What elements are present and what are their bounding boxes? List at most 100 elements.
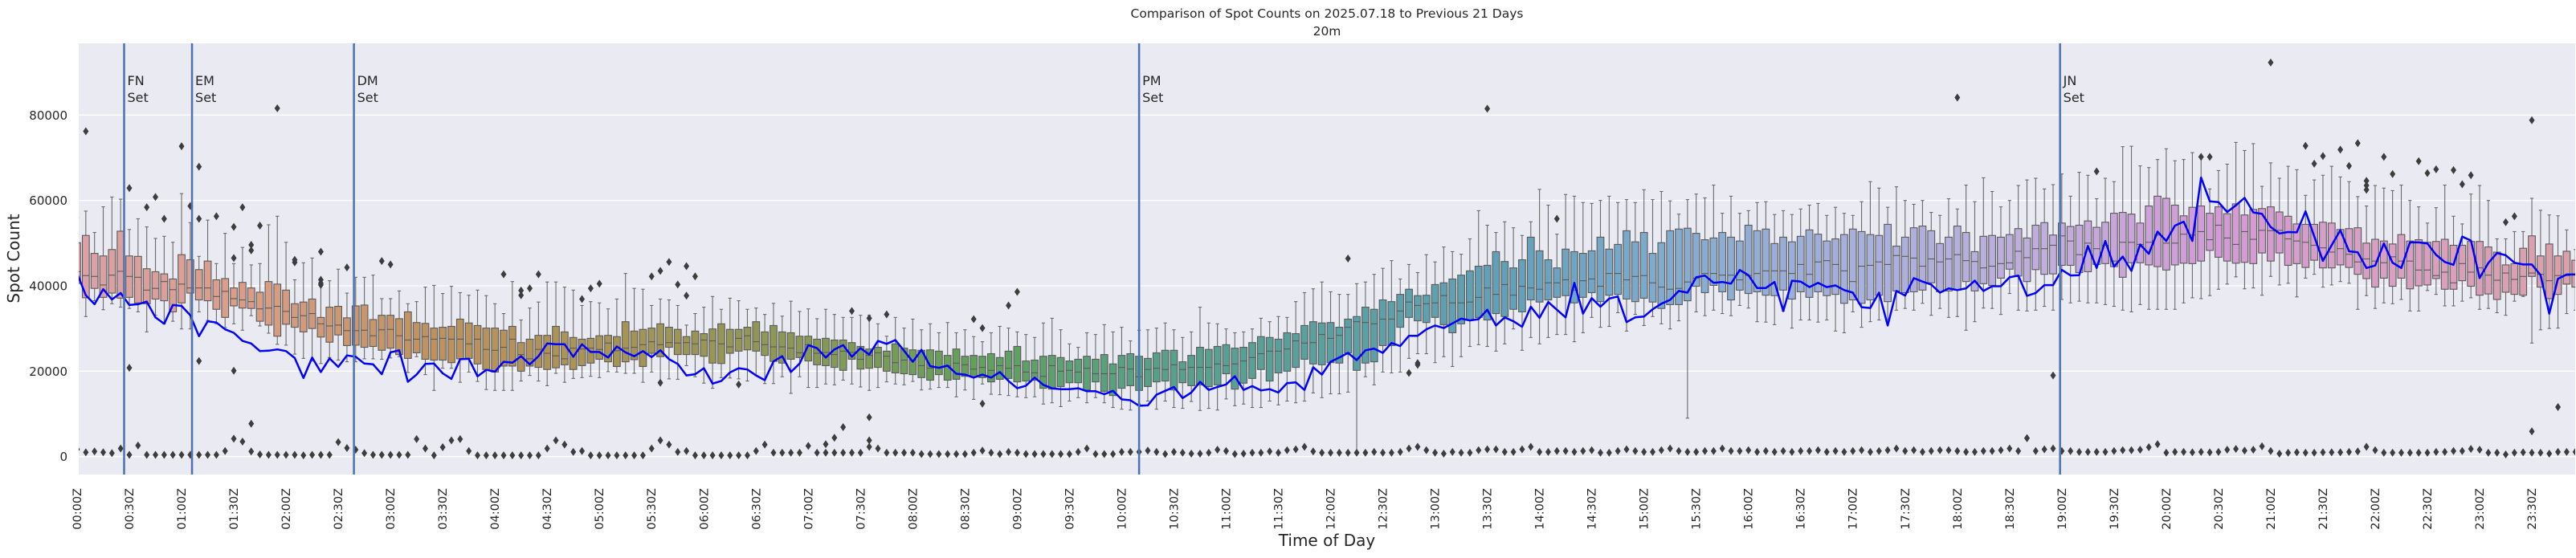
x-tick-label: 21:00Z xyxy=(2265,488,2278,530)
box-iqr xyxy=(778,331,786,364)
box-iqr xyxy=(1805,229,1814,298)
outlier-point xyxy=(535,270,541,279)
outlier-point xyxy=(292,450,298,459)
box-iqr xyxy=(1265,336,1274,382)
outlier-point xyxy=(1693,447,1700,456)
box xyxy=(786,300,795,394)
x-tick-label: 01:00Z xyxy=(176,488,189,530)
outlier-point xyxy=(823,448,829,457)
box xyxy=(717,308,725,378)
box xyxy=(1648,199,1657,317)
outlier-point xyxy=(1066,450,1072,458)
outlier-point xyxy=(988,448,994,457)
outlier-point xyxy=(2241,446,2247,455)
outlier-point xyxy=(1484,445,1491,454)
box xyxy=(2066,195,2075,303)
outlier-point xyxy=(2311,159,2317,168)
box-iqr xyxy=(116,230,125,299)
outlier-point xyxy=(1388,448,1394,457)
outlier-point xyxy=(2390,448,2396,457)
outlier-point xyxy=(335,438,341,446)
box xyxy=(291,279,299,355)
outlier-point xyxy=(2468,445,2474,454)
box-iqr xyxy=(1292,332,1300,369)
box-iqr xyxy=(133,255,142,303)
outlier-point xyxy=(2154,440,2161,449)
box-iqr xyxy=(934,350,943,376)
outlier-point xyxy=(2563,447,2570,456)
box-iqr xyxy=(1596,236,1605,303)
outlier-point xyxy=(2529,427,2535,436)
outlier-point xyxy=(866,314,872,323)
outlier-point xyxy=(1562,446,1569,455)
box-iqr xyxy=(2005,234,2014,270)
box xyxy=(1962,184,1970,331)
box-iqr xyxy=(647,328,656,354)
outlier-point xyxy=(1937,446,1943,454)
x-tick-label: 15:30Z xyxy=(1691,488,1704,530)
box-iqr xyxy=(1700,239,1709,294)
box xyxy=(1779,210,1787,312)
outlier-point xyxy=(675,447,681,456)
outlier-point xyxy=(1676,446,1682,455)
box-iqr xyxy=(421,323,430,360)
box-iqr xyxy=(2145,206,2153,266)
box-iqr xyxy=(2423,242,2431,286)
box xyxy=(682,324,691,366)
outlier-point xyxy=(1954,93,1961,102)
outlier-point xyxy=(936,450,942,458)
chart-title: Comparison of Spot Counts on 2025.07.18 … xyxy=(1130,6,1524,21)
outlier-point xyxy=(1006,447,1012,456)
box xyxy=(1326,291,1335,395)
outlier-point xyxy=(222,446,228,455)
box xyxy=(1831,206,1839,332)
outlier-point xyxy=(1553,214,1560,223)
outlier-point xyxy=(248,447,255,456)
box xyxy=(169,242,178,322)
box-iqr xyxy=(221,278,230,318)
box-iqr xyxy=(1335,327,1344,364)
box-iqr xyxy=(1457,275,1465,324)
box xyxy=(934,332,943,389)
box xyxy=(778,316,786,377)
outlier-point xyxy=(2032,446,2039,455)
outlier-point xyxy=(1902,446,1909,455)
outlier-point xyxy=(2285,448,2292,457)
outlier-point xyxy=(1989,446,1995,455)
box-iqr xyxy=(2458,244,2467,282)
box-iqr xyxy=(1256,336,1265,370)
box-iqr xyxy=(552,325,560,369)
outlier-point xyxy=(2320,448,2326,457)
outlier-point xyxy=(648,444,655,453)
outlier-point xyxy=(196,450,202,459)
box-iqr xyxy=(508,325,516,367)
outlier-point xyxy=(83,448,89,457)
box-iqr xyxy=(169,278,178,312)
box xyxy=(978,341,986,385)
box xyxy=(212,263,221,324)
box xyxy=(90,231,99,302)
outlier-point xyxy=(265,450,271,459)
outlier-point xyxy=(1058,450,1064,458)
event-label: Set xyxy=(1142,90,1163,105)
box xyxy=(2092,198,2101,303)
box xyxy=(1623,199,1631,332)
box xyxy=(1744,210,1753,309)
box xyxy=(1570,195,1578,343)
outlier-point xyxy=(2233,445,2239,454)
box-iqr xyxy=(1474,265,1483,318)
outlier-point xyxy=(2459,180,2465,189)
box xyxy=(2501,238,2510,316)
box-iqr xyxy=(1204,348,1213,388)
x-tick-label: 05:00Z xyxy=(594,488,606,530)
box-iqr xyxy=(1492,250,1500,315)
y-tick-label: 40000 xyxy=(29,279,67,293)
outlier-point xyxy=(744,451,750,460)
outlier-point xyxy=(2224,446,2231,454)
box-iqr xyxy=(1178,361,1187,384)
box-iqr xyxy=(1222,344,1231,375)
box xyxy=(395,290,403,357)
outlier-point xyxy=(2129,446,2135,454)
box-iqr xyxy=(81,234,90,299)
box-iqr xyxy=(1117,355,1126,389)
